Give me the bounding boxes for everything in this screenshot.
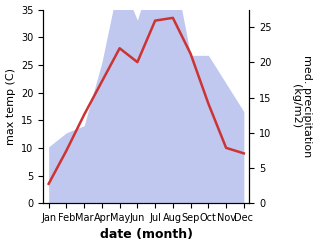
Y-axis label: med. precipitation
(kg/m2): med. precipitation (kg/m2) — [291, 55, 313, 158]
X-axis label: date (month): date (month) — [100, 228, 193, 242]
Y-axis label: max temp (C): max temp (C) — [5, 68, 16, 145]
